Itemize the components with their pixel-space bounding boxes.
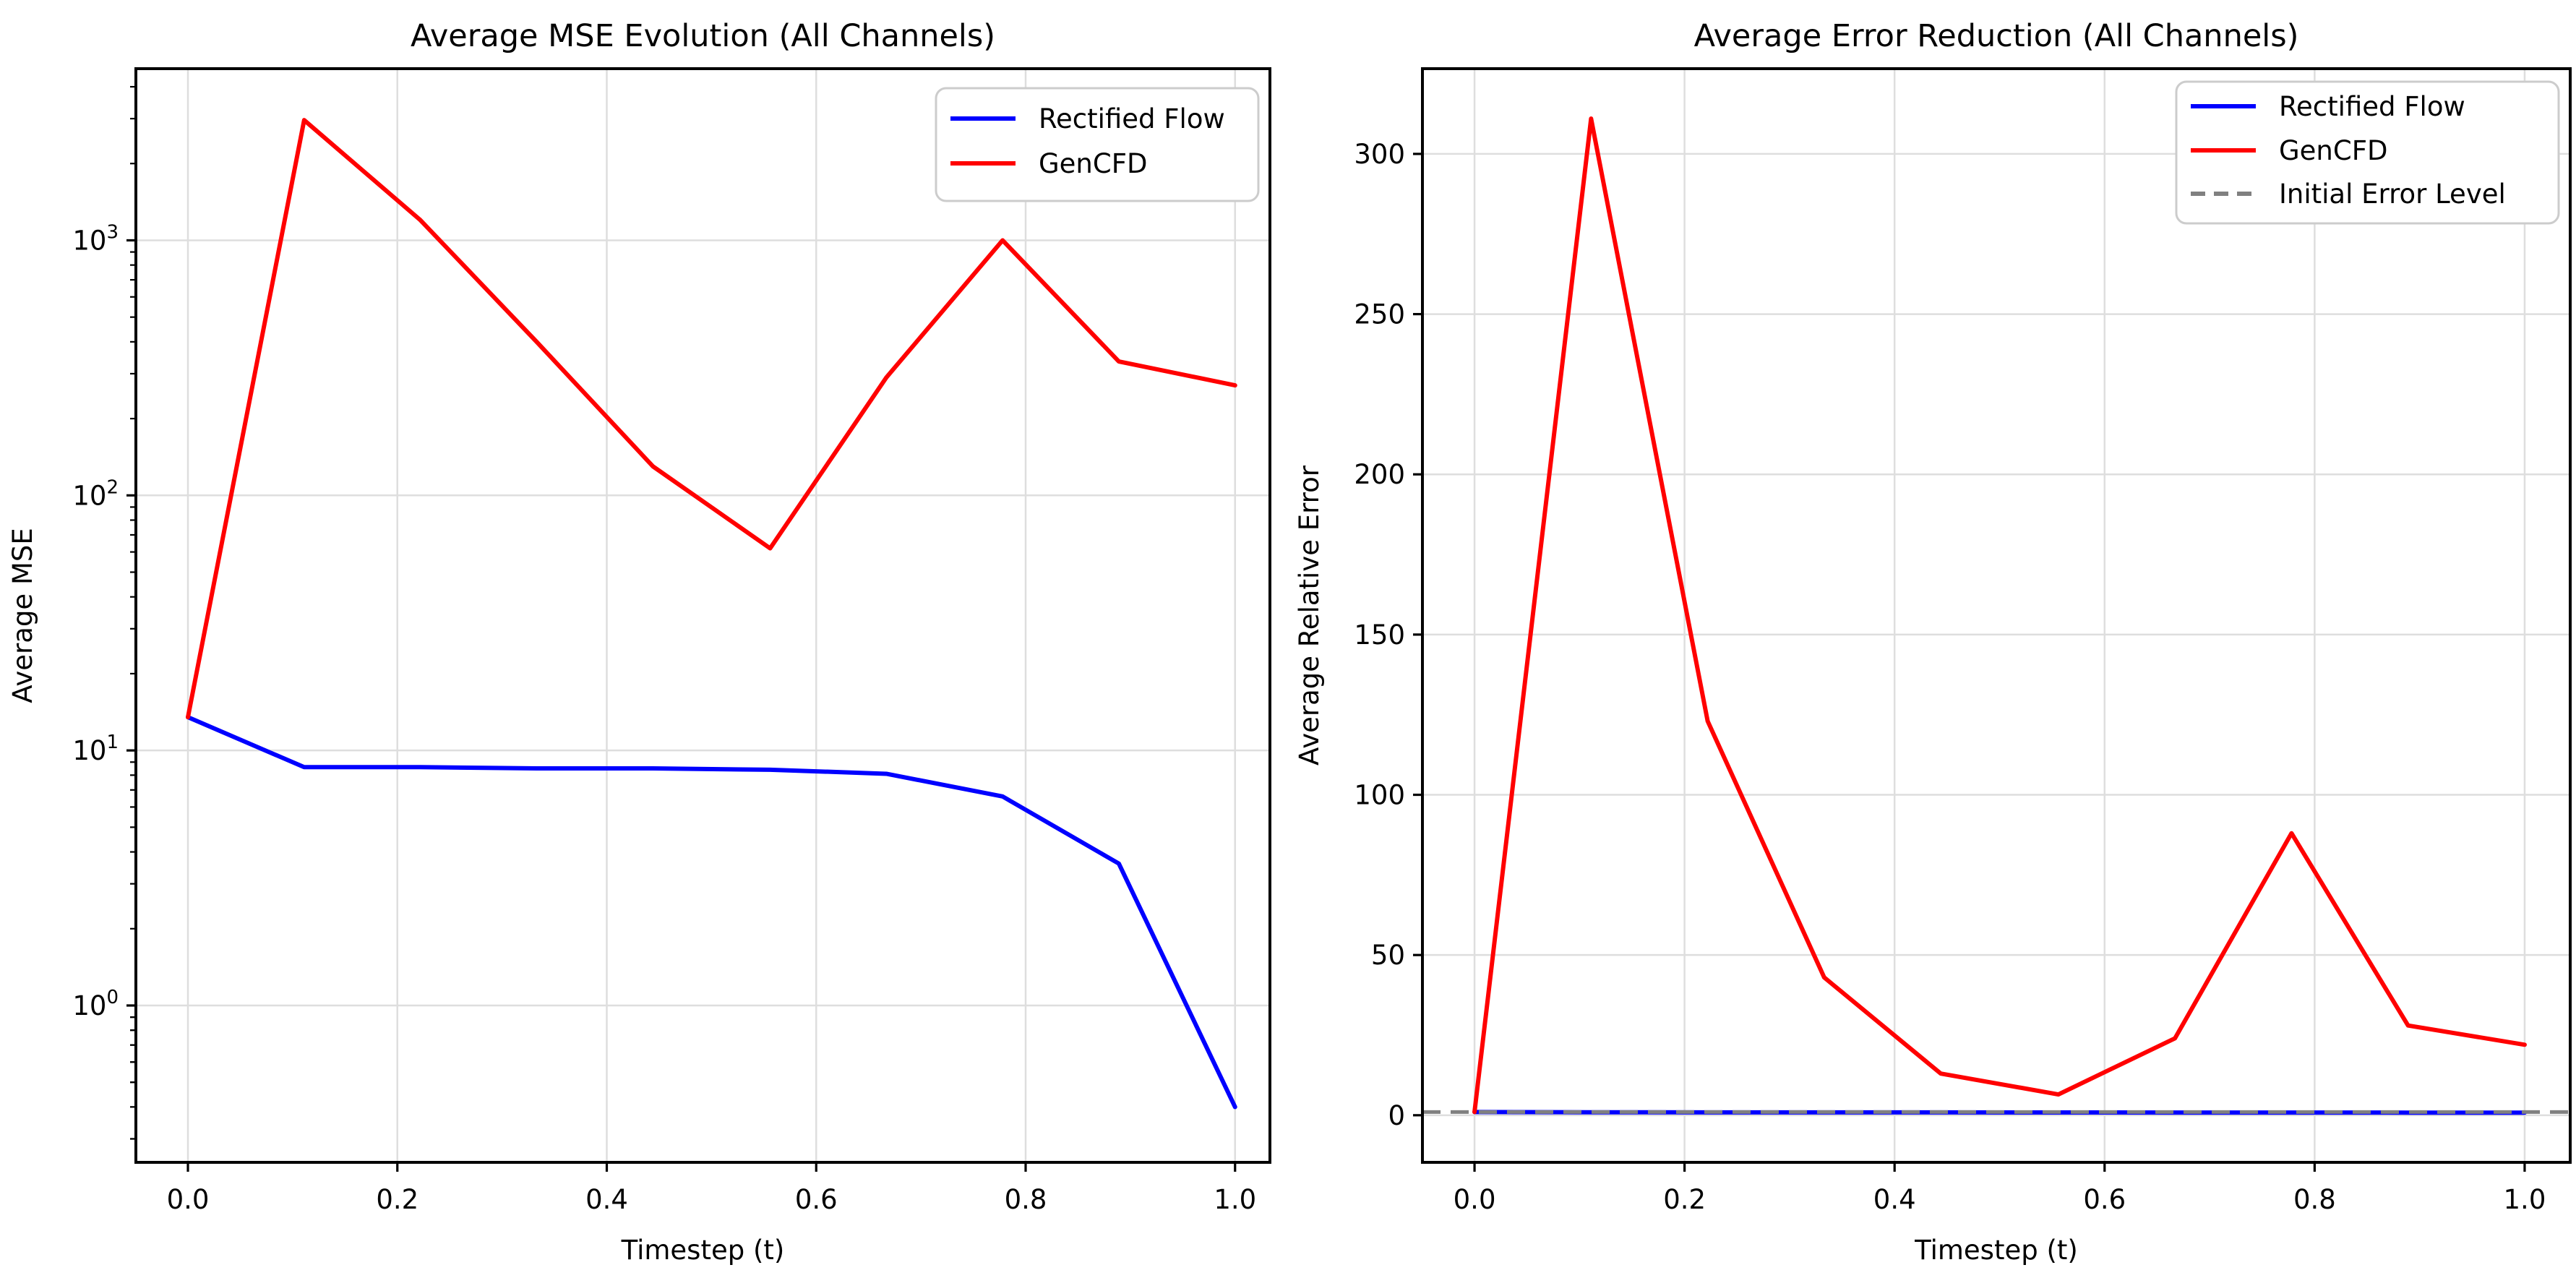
- y-tick-label: 200: [1354, 459, 1405, 490]
- x-tick-label: 0.8: [1005, 1184, 1047, 1215]
- legend-box: [935, 87, 1260, 202]
- y-tick-label: 250: [1354, 299, 1405, 330]
- axes-spines: [134, 67, 1271, 1164]
- gencfd-line: [186, 118, 1237, 720]
- x-axis: 0.0 0.2 0.4 0.6 0.8 1.0: [167, 1162, 1256, 1215]
- gridlines: [136, 69, 1270, 1162]
- x-tick-label: 0.2: [376, 1184, 418, 1215]
- y-axis-label: Average Relative Error: [1294, 465, 1325, 765]
- y-axis: 100 101 102 103: [72, 85, 136, 1140]
- x-tick-label: 1.0: [2504, 1184, 2546, 1215]
- legend-label: Rectified Flow: [2279, 91, 2465, 122]
- y-tick-label: 100: [72, 987, 119, 1021]
- x-tick-label: 0.6: [795, 1184, 838, 1215]
- series-lines: [186, 118, 1237, 1110]
- chart-title: Average Error Reduction (All Channels): [1694, 18, 2299, 54]
- legend-label: Initial Error Level: [2279, 179, 2506, 210]
- x-axis-label: Timestep (t): [621, 1235, 785, 1266]
- x-tick-label: 0.4: [1873, 1184, 1916, 1215]
- rectified-flow-line: [186, 715, 1237, 1110]
- x-tick-label: 1.0: [1214, 1184, 1256, 1215]
- gridlines: [1422, 69, 2570, 1162]
- y-tick-label: 102: [72, 476, 119, 511]
- y-tick-label: 100: [1354, 780, 1405, 811]
- legend: Rectified Flow GenCFD Initial Error Level: [2175, 80, 2560, 225]
- series-lines: [1422, 116, 2570, 1115]
- y-tick-label: 300: [1354, 139, 1405, 170]
- x-axis: 0.0 0.2 0.4 0.6 0.8 1.0: [1454, 1162, 2546, 1215]
- y-tick-label: 103: [72, 221, 119, 256]
- x-tick-label: 0.0: [167, 1184, 210, 1215]
- legend: Rectified Flow GenCFD: [935, 87, 1260, 202]
- x-tick-label: 0.8: [2293, 1184, 2336, 1215]
- y-tick-label: 101: [72, 732, 119, 766]
- y-tick-label: 50: [1371, 940, 1405, 971]
- y-axis: 0 50 100 150 200 250 300: [1354, 139, 1422, 1131]
- mse-evolution-chart: 0.0 0.2 0.4 0.6 0.8 1.0 100 101 102 103 Average MS…: [7, 18, 1271, 1266]
- chart-title: Average MSE Evolution (All Channels): [411, 18, 995, 54]
- y-tick-label: 150: [1354, 619, 1405, 651]
- x-tick-label: 0.0: [1454, 1184, 1496, 1215]
- axes-spines: [1421, 67, 2572, 1164]
- legend-label: Rectified Flow: [1039, 103, 1225, 134]
- x-tick-label: 0.2: [1663, 1184, 1706, 1215]
- y-axis-label: Average MSE: [7, 528, 38, 703]
- legend-label: GenCFD: [1039, 148, 1148, 179]
- legend-label: GenCFD: [2279, 135, 2388, 166]
- gencfd-line: [1472, 116, 2527, 1115]
- legend-box: [2175, 80, 2560, 225]
- x-tick-label: 0.4: [585, 1184, 628, 1215]
- y-tick-label: 0: [1388, 1100, 1405, 1131]
- x-tick-label: 0.6: [2083, 1184, 2126, 1215]
- error-reduction-chart: 0.0 0.2 0.4 0.6 0.8 1.0 0 50 100 150 200 250 300 Aver…: [1294, 18, 2572, 1266]
- x-axis-label: Timestep (t): [1914, 1235, 2078, 1266]
